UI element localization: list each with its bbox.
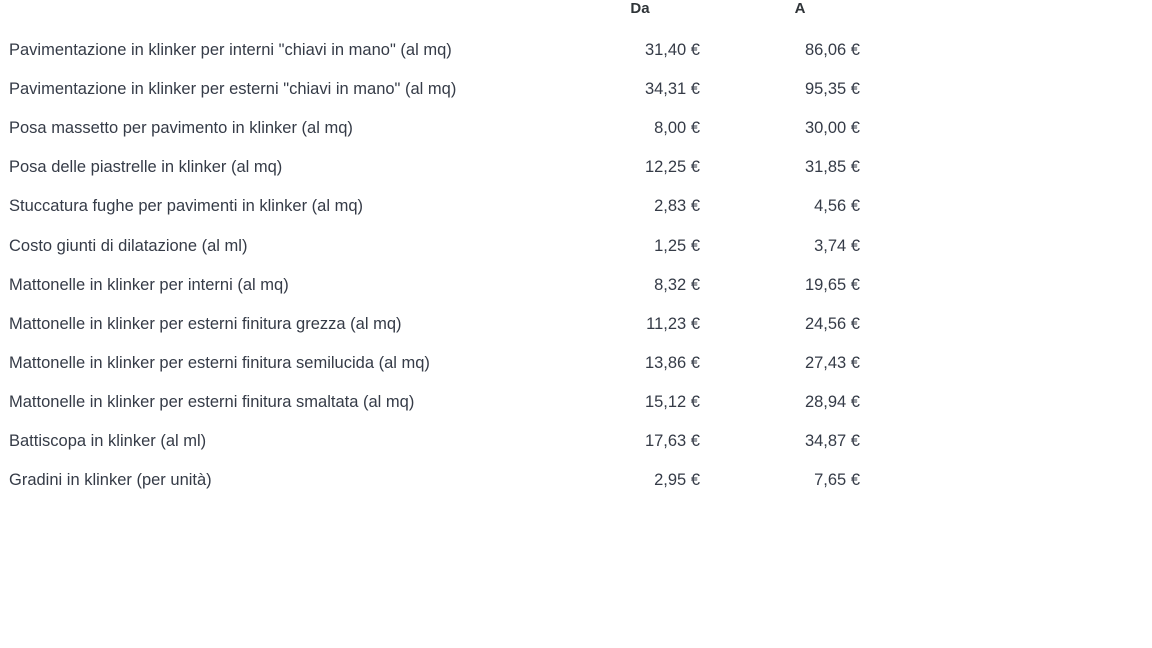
row-label: Battiscopa in klinker (al ml) bbox=[9, 432, 207, 451]
table-row: Stuccatura fughe per pavimenti in klinke… bbox=[0, 187, 1152, 226]
row-price-da: 34,31 € bbox=[644, 80, 700, 99]
row-price-da: 8,32 € bbox=[654, 275, 700, 294]
row-price-da: 2,95 € bbox=[654, 471, 700, 490]
row-price-a: 24,56 € bbox=[804, 314, 860, 333]
column-header-label bbox=[0, 0, 560, 31]
row-price-da: 17,63 € bbox=[644, 432, 700, 451]
row-spacer bbox=[880, 109, 1152, 148]
row-label: Mattonelle in klinker per esterni finitu… bbox=[9, 353, 430, 372]
row-price-a: 34,87 € bbox=[804, 432, 860, 451]
row-price-a: 86,06 € bbox=[804, 41, 860, 59]
table-row: Posa massetto per pavimento in klinker (… bbox=[0, 109, 1152, 148]
row-spacer bbox=[880, 383, 1152, 422]
row-spacer bbox=[880, 227, 1152, 266]
row-spacer bbox=[880, 461, 1152, 500]
row-label: Pavimentazione in klinker per interni "c… bbox=[9, 41, 452, 59]
row-price-da: 11,23 € bbox=[646, 314, 700, 333]
row-price-a: 30,00 € bbox=[804, 119, 860, 138]
table-row: Mattonelle in klinker per esterni finitu… bbox=[0, 383, 1152, 422]
table-row: Posa delle piastrelle in klinker (al mq)… bbox=[0, 148, 1152, 187]
row-price-da: 12,25 € bbox=[644, 158, 700, 177]
row-price-da: 13,86 € bbox=[644, 353, 700, 372]
table-header-row: Da A bbox=[0, 0, 1152, 31]
table-row: Gradini in klinker (per unità) 2,95 € 7,65… bbox=[0, 461, 1152, 500]
table-row: Costo giunti di dilatazione (al ml) 1,25 … bbox=[0, 227, 1152, 266]
row-label: Pavimentazione in klinker per esterni "c… bbox=[9, 80, 457, 99]
row-price-a: 28,94 € bbox=[804, 392, 860, 411]
row-price-a: 4,56 € bbox=[814, 197, 860, 216]
row-spacer bbox=[880, 344, 1152, 383]
row-spacer bbox=[880, 70, 1152, 109]
row-price-da: 1,25 € bbox=[654, 236, 700, 255]
row-spacer bbox=[880, 266, 1152, 305]
row-spacer bbox=[880, 305, 1152, 344]
row-label: Mattonelle in klinker per esterni finitu… bbox=[9, 314, 402, 333]
row-price-a: 19,65 € bbox=[804, 275, 860, 294]
row-spacer bbox=[880, 31, 1152, 70]
table-row: Mattonelle in klinker per esterni finitu… bbox=[0, 344, 1152, 383]
row-spacer bbox=[880, 422, 1152, 461]
column-header-da: Da bbox=[630, 0, 650, 17]
row-label: Gradini in klinker (per unità) bbox=[9, 471, 212, 490]
row-price-a: 27,43 € bbox=[804, 353, 860, 372]
row-price-a: 3,74 € bbox=[814, 236, 860, 255]
table-header: Da A bbox=[0, 0, 1152, 31]
row-spacer bbox=[880, 148, 1152, 187]
row-label: Posa massetto per pavimento in klinker (… bbox=[9, 119, 353, 138]
price-table: Da A Pavimentazione in klinker per inter… bbox=[0, 0, 1152, 500]
table-row: Mattonelle in klinker per interni (al mq… bbox=[0, 266, 1152, 305]
row-price-da: 31,40 € bbox=[644, 41, 700, 59]
table-body: Pavimentazione in klinker per interni "c… bbox=[0, 31, 1152, 500]
row-price-da: 8,00 € bbox=[654, 119, 700, 138]
table-row: Mattonelle in klinker per esterni finitu… bbox=[0, 305, 1152, 344]
row-price-a: 7,65 € bbox=[814, 471, 860, 490]
column-header-spacer bbox=[880, 0, 1152, 31]
row-label: Posa delle piastrelle in klinker (al mq) bbox=[9, 158, 283, 177]
row-label: Costo giunti di dilatazione (al ml) bbox=[9, 236, 248, 255]
row-label: Stuccatura fughe per pavimenti in klinke… bbox=[9, 197, 363, 216]
row-price-a: 95,35 € bbox=[804, 80, 860, 99]
row-spacer bbox=[880, 187, 1152, 226]
column-header-a: A bbox=[794, 0, 806, 17]
table-row: Pavimentazione in klinker per esterni "c… bbox=[0, 70, 1152, 109]
table-row: Pavimentazione in klinker per interni "c… bbox=[0, 31, 1152, 70]
table-row: Battiscopa in klinker (al ml) 17,63 € 34,8… bbox=[0, 422, 1152, 461]
row-price-da: 15,12 € bbox=[644, 392, 700, 411]
row-label: Mattonelle in klinker per interni (al mq… bbox=[9, 275, 289, 294]
row-price-a: 31,85 € bbox=[804, 158, 860, 177]
row-price-da: 2,83 € bbox=[654, 197, 700, 216]
row-label: Mattonelle in klinker per esterni finitu… bbox=[9, 392, 415, 411]
